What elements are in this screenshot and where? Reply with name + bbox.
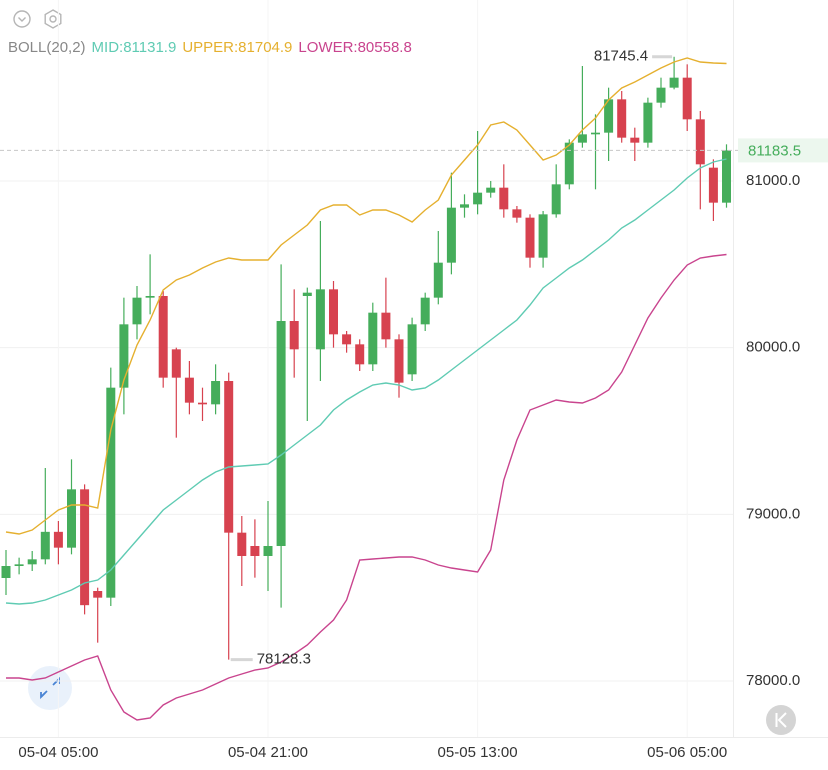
candle-body bbox=[211, 381, 221, 405]
band-line bbox=[6, 253, 727, 721]
last-price-label: 81183.5 bbox=[748, 142, 801, 159]
candle-body bbox=[237, 532, 247, 556]
candle-body bbox=[14, 564, 24, 566]
candle-body bbox=[407, 324, 417, 375]
candle-body bbox=[433, 262, 443, 298]
x-tick-label: 05-05 13:00 bbox=[438, 744, 518, 761]
expand-button[interactable] bbox=[28, 666, 72, 710]
candle-body bbox=[722, 150, 731, 203]
candle-body bbox=[446, 207, 456, 263]
candle-body bbox=[80, 489, 90, 606]
y-tick-label: 81000.0 bbox=[746, 172, 800, 189]
indicator-label: BOLL(20,2) bbox=[8, 39, 86, 56]
legend-entry: LOWER:80558.8 bbox=[298, 39, 411, 56]
candle-body bbox=[93, 591, 103, 598]
candle-body bbox=[708, 167, 718, 203]
candle-body bbox=[53, 531, 63, 548]
candle-body bbox=[669, 77, 679, 88]
candle-body bbox=[145, 296, 155, 298]
low-annotation: 78128.3 bbox=[257, 651, 311, 668]
candle-body bbox=[486, 187, 496, 193]
legend-entry: MID:81131.9 bbox=[92, 39, 177, 56]
candle-body bbox=[27, 559, 37, 565]
candle-body bbox=[473, 192, 483, 205]
candle-body bbox=[289, 321, 299, 350]
candle-body bbox=[119, 324, 129, 388]
candle-body bbox=[499, 187, 509, 210]
x-tick-label: 05-04 21:00 bbox=[228, 744, 308, 761]
candle-body bbox=[184, 377, 194, 403]
candle-body bbox=[682, 77, 692, 120]
last-price-tag bbox=[738, 138, 828, 163]
candle-body bbox=[355, 344, 365, 365]
settings-icon[interactable] bbox=[44, 9, 62, 29]
candle-body bbox=[198, 402, 207, 405]
candle-body bbox=[577, 134, 587, 143]
collapse-icon[interactable] bbox=[13, 10, 31, 28]
high-annotation: 81745.4 bbox=[594, 48, 648, 65]
candles bbox=[1, 56, 731, 660]
candle-body bbox=[158, 296, 168, 378]
band-line bbox=[5, 158, 727, 605]
candle-body bbox=[551, 184, 561, 215]
candle-body bbox=[591, 132, 600, 135]
candle-body bbox=[132, 297, 142, 325]
candle-body bbox=[224, 381, 234, 533]
candle-body bbox=[525, 217, 535, 258]
band-line bbox=[5, 57, 727, 535]
candle-body bbox=[329, 289, 338, 335]
legend-entry: UPPER:81704.9 bbox=[182, 39, 292, 56]
candle-body bbox=[276, 321, 286, 546]
candle-body bbox=[538, 214, 548, 258]
candle-body bbox=[40, 531, 50, 560]
candle-body bbox=[315, 289, 325, 350]
candle-body bbox=[695, 119, 705, 165]
candle-body bbox=[106, 387, 116, 598]
candle-body bbox=[460, 204, 469, 208]
candle-body bbox=[617, 99, 627, 138]
candle-body bbox=[394, 339, 404, 383]
candle-body bbox=[171, 349, 181, 378]
candle-body bbox=[630, 137, 640, 143]
y-tick-label: 79000.0 bbox=[746, 505, 800, 522]
candle-body bbox=[302, 292, 312, 296]
candle-body bbox=[564, 142, 574, 185]
candle-body bbox=[420, 297, 430, 325]
y-tick-label: 78000.0 bbox=[746, 672, 800, 689]
candle-body bbox=[604, 99, 614, 133]
candle-body bbox=[250, 546, 260, 556]
candle-body bbox=[1, 566, 11, 578]
candle-body bbox=[342, 334, 352, 345]
x-tick-label: 05-04 05:00 bbox=[18, 744, 98, 761]
candle-body bbox=[368, 312, 378, 365]
scroll-to-latest-button[interactable] bbox=[766, 705, 796, 735]
candle-body bbox=[67, 489, 76, 548]
candle-body bbox=[512, 209, 522, 218]
candle-body bbox=[263, 546, 273, 556]
x-tick-label: 05-06 05:00 bbox=[647, 744, 727, 761]
candle-body bbox=[656, 87, 666, 103]
candle-body bbox=[381, 312, 391, 340]
y-tick-label: 80000.0 bbox=[746, 339, 800, 356]
candle-body bbox=[643, 102, 653, 143]
